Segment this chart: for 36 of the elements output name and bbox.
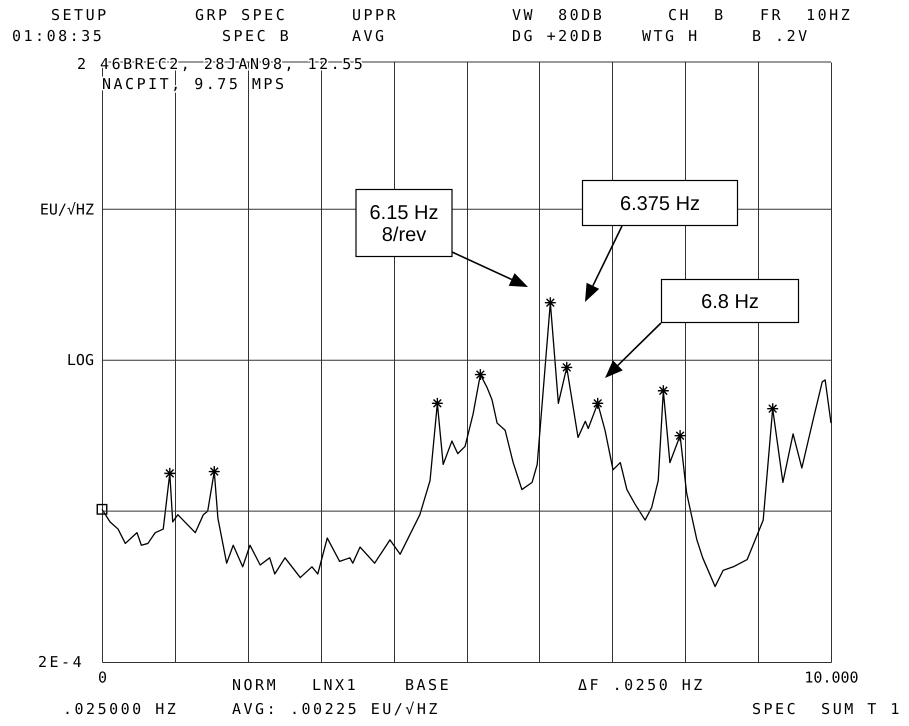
text: LNX1 (312, 676, 358, 694)
text: SETUP (51, 6, 109, 24)
text: GRP SPEC (195, 6, 288, 24)
ref-line-label: LOG (66, 351, 94, 370)
annotation: 6.8 Hz (701, 291, 759, 313)
text: VW 80DB (512, 6, 604, 24)
text: ΔF .0250 HZ (578, 676, 705, 694)
text: 6.375 Hz (620, 193, 700, 215)
text: 2E-4 (38, 653, 84, 671)
text: CH B (668, 6, 726, 24)
text: UPPR (352, 6, 398, 24)
text: BASE (405, 676, 452, 694)
text: WTG H (642, 27, 700, 45)
point (592, 397, 604, 410)
text: DG +20DB (512, 27, 604, 45)
point (560, 361, 573, 374)
text: FR 10HZ (760, 6, 852, 24)
text: SPEC B (222, 27, 292, 45)
text: .025000 HZ (63, 700, 178, 718)
x-tick-label: 0 (98, 668, 108, 686)
ref-line-label: EU/√HZ (40, 200, 94, 218)
point (431, 397, 444, 410)
text: .00225 EU/√HZ (290, 700, 440, 718)
text: 6.15 Hz 8/rev (370, 202, 438, 246)
text: B .2V (752, 27, 810, 45)
point (674, 429, 686, 442)
text: AVG (352, 27, 387, 45)
point (474, 368, 487, 381)
point (657, 384, 670, 397)
text: AVG: (232, 700, 278, 718)
x-tick-label: 10.000 (804, 668, 859, 686)
text: 01:08:35 (12, 27, 104, 45)
text: SPEC SUM T 1 (752, 700, 902, 718)
point (96, 504, 108, 515)
text: NORM (232, 676, 278, 694)
point (544, 296, 557, 309)
